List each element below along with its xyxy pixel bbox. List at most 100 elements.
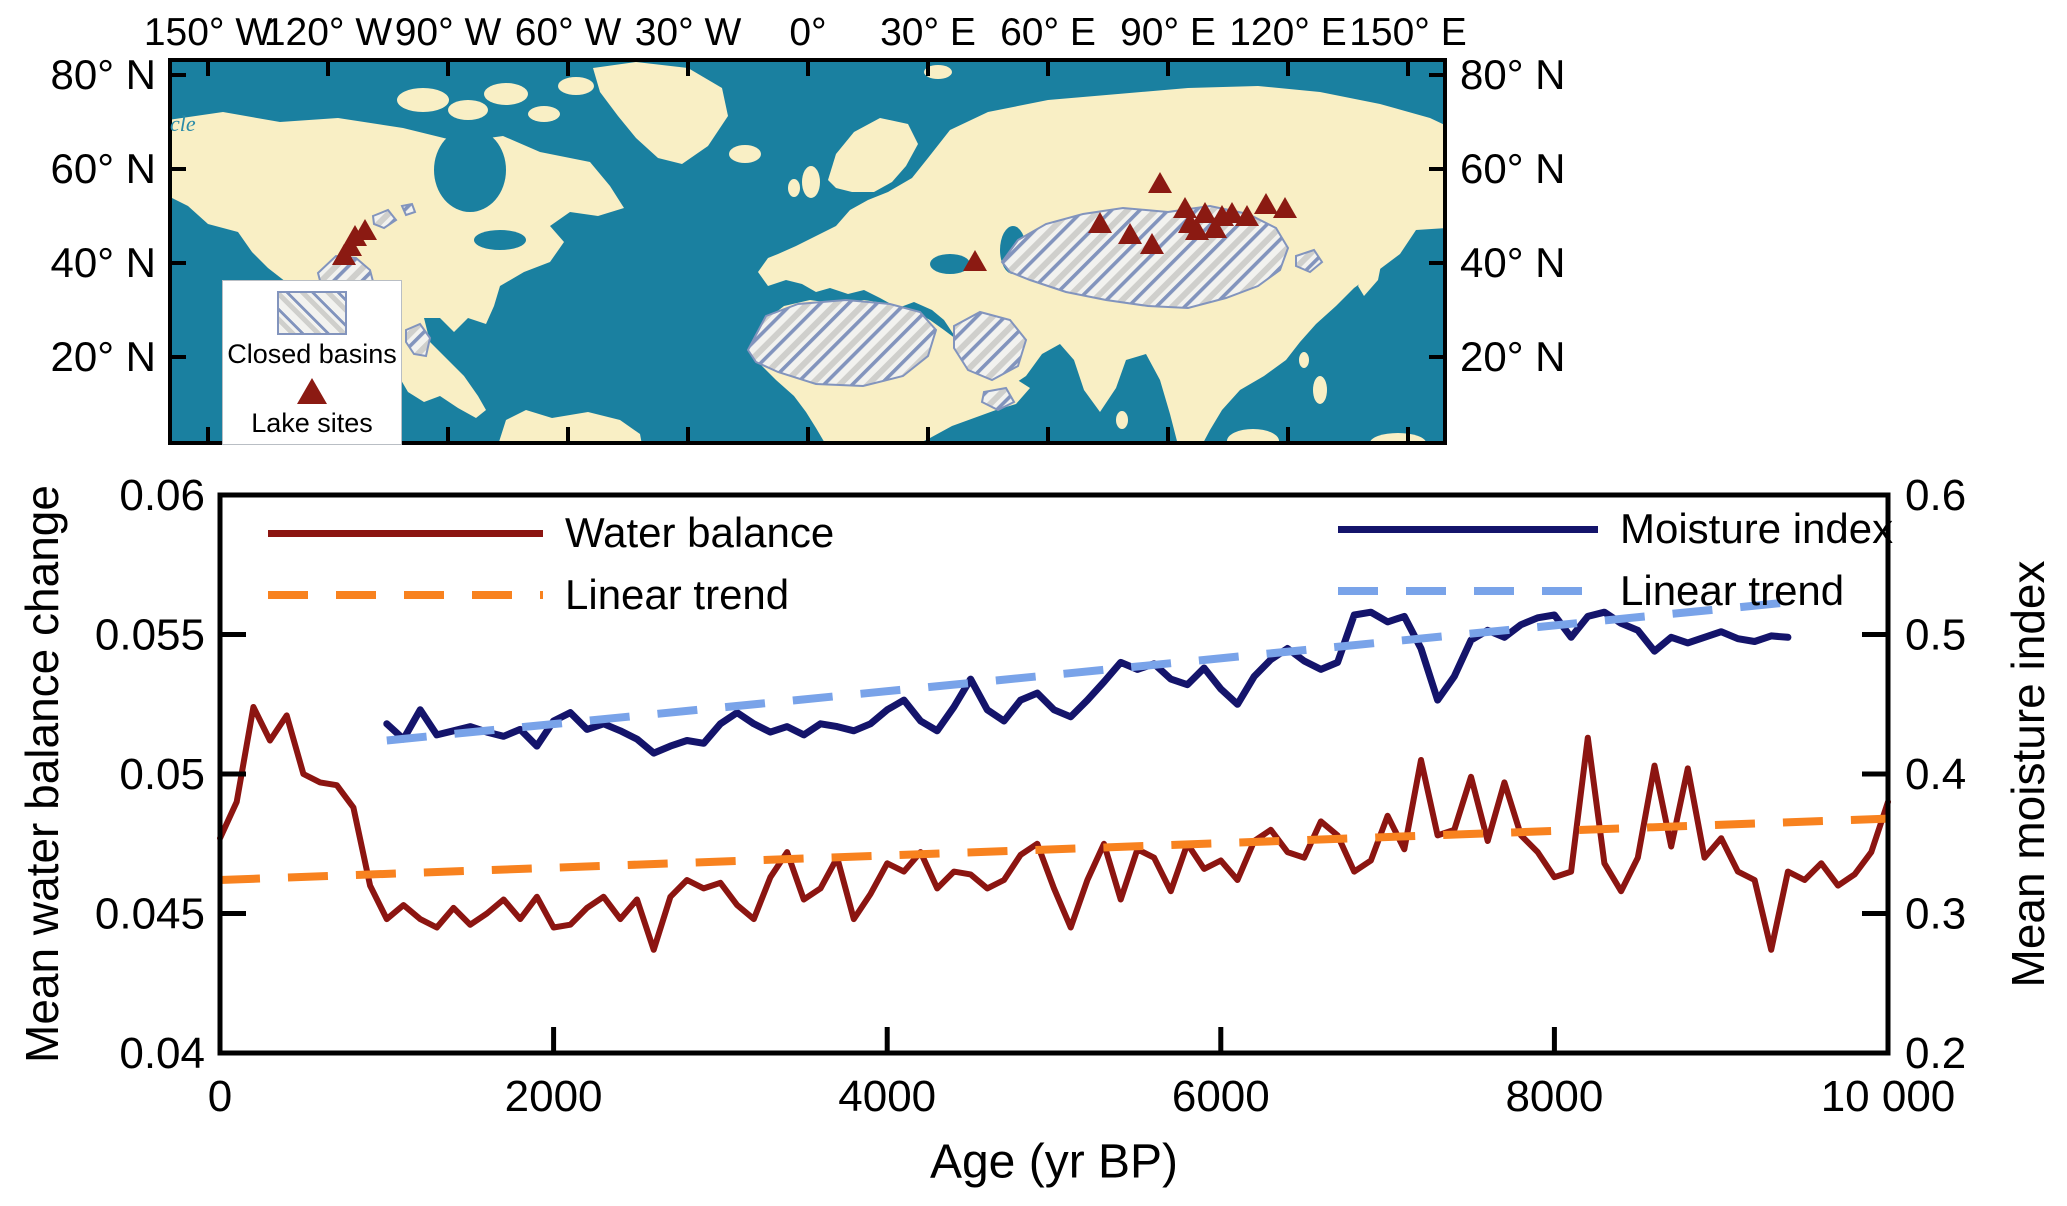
hudson-bay [434, 128, 506, 212]
ireland [788, 179, 800, 197]
svalbard [924, 65, 952, 79]
series-moisture-index-right [383, 608, 1792, 757]
closed-basins-swatch [277, 291, 347, 335]
japan-islands [1358, 246, 1382, 296]
lake-site-marker [1235, 205, 1259, 226]
lake-site-marker [1254, 193, 1278, 214]
closed-basin-regions [316, 202, 1324, 412]
lon-label: 120° E [1229, 11, 1347, 54]
black-sea [930, 254, 970, 274]
closed-basin-arabia [953, 310, 1028, 382]
lat-label-right: 40° N [1460, 239, 1566, 286]
closed-basin-sahara [746, 298, 938, 388]
sri-lanka [1116, 411, 1128, 429]
lake-site-marker [1273, 197, 1297, 218]
lat-label-right: 20° N [1460, 333, 1566, 380]
arctic-island [558, 77, 594, 95]
lake-site-marker [1185, 219, 1209, 240]
closed-basin-patch [371, 208, 398, 230]
scandinavia-landmass [828, 118, 918, 192]
legend-row-moisture-index: Moisture index [1338, 498, 1893, 560]
left-axis-title: Mean water balance change [16, 485, 68, 1063]
closed-basins-label: Closed basins [227, 339, 397, 369]
lat-label-left: 40° N [50, 239, 156, 286]
x-tick-label: 6000 [1172, 1072, 1270, 1121]
north-america-landmass [168, 112, 624, 418]
y-tick-label-left: 0.045 [95, 890, 205, 939]
lat-label-left: 60° N [50, 145, 156, 192]
greenland-landmass [593, 62, 728, 164]
x-tick-label: 8000 [1505, 1072, 1603, 1121]
lake-site-marker [1193, 202, 1217, 223]
lat-label-left: 20° N [50, 333, 156, 380]
lake-site-markers [332, 172, 1297, 271]
y-tick-label-right: 0.4 [1905, 750, 1966, 799]
lake-site-marker [1173, 197, 1197, 218]
arctic-island [484, 83, 528, 105]
y-tick-label-right: 0.2 [1905, 1029, 1966, 1078]
arctic-circle-label-fragment: cle [170, 111, 196, 136]
chart-legend-right: Moisture index Linear trend [1338, 498, 1893, 622]
water-balance-label: Water balance [565, 509, 835, 556]
legend-row-linear-trend-left: Linear trend [268, 564, 834, 626]
legend-row-linear-trend-right: Linear trend [1338, 560, 1893, 622]
legend-row-water-balance: Water balance [268, 502, 834, 564]
world-map-svg [168, 58, 1447, 453]
water-balance-line-swatch [268, 529, 543, 537]
y-tick-label-right: 0.3 [1905, 890, 1966, 939]
linear-trend-left-label: Linear trend [565, 571, 790, 618]
world-map: Closed basins Lake sites [168, 58, 1447, 453]
moisture-index-label: Moisture index [1620, 505, 1894, 552]
british-isles [802, 166, 820, 198]
philippines [1313, 376, 1327, 404]
arctic-island [448, 100, 488, 120]
lat-label-right: 80° N [1460, 51, 1566, 98]
right-axis-title: Mean moisture index [2002, 560, 2054, 988]
moisture-index-line-swatch [1338, 525, 1598, 533]
lake-site-marker [1220, 202, 1244, 223]
map-border [168, 58, 1447, 445]
lat-label-right: 60° N [1460, 145, 1566, 192]
y-tick-label-left: 0.055 [95, 611, 205, 660]
orange-trend-dash-swatch [268, 591, 543, 599]
x-tick-label: 0 [208, 1072, 232, 1121]
lon-label: 150° E [1349, 11, 1467, 54]
linear-trend-right-label: Linear trend [1620, 567, 1845, 614]
y-tick-label-left: 0.06 [119, 471, 205, 520]
x-tick-label: 2000 [505, 1072, 603, 1121]
lake-site-triangle-icon [297, 378, 327, 404]
closed-basin-east-asia [1295, 248, 1324, 274]
map-legend: Closed basins Lake sites [222, 280, 402, 445]
lon-label: 90° E [1120, 11, 1216, 54]
taiwan [1299, 352, 1309, 368]
closed-basin-patch [400, 202, 417, 217]
y-tick-label-left: 0.04 [119, 1029, 205, 1078]
series-linear-trend-right [386, 598, 1789, 745]
series-water-balance [217, 704, 1891, 953]
blue-trend-dash-swatch [1338, 587, 1598, 595]
lon-label: 120° W [263, 11, 393, 54]
lon-label: 90° W [394, 11, 502, 54]
lon-label: 30° W [634, 11, 742, 54]
lake-site-marker [1088, 212, 1112, 233]
y-tick-label-right: 0.5 [1905, 611, 1966, 660]
x-tick-label: 4000 [838, 1072, 936, 1121]
lake-site-marker [1148, 172, 1172, 193]
chart-legend-left: Water balance Linear trend [268, 502, 834, 626]
lon-label: 0° [789, 11, 827, 54]
lon-label: 60° E [1000, 11, 1096, 54]
arctic-island [397, 88, 449, 112]
lake-site-marker [963, 250, 987, 271]
y-tick-label-left: 0.05 [119, 750, 205, 799]
closed-basin-horn-of-africa [980, 386, 1016, 412]
closed-basin-mexico [405, 322, 432, 358]
lake-site-marker [353, 219, 377, 240]
lake-site-marker [1140, 233, 1164, 254]
y-tick-label-right: 0.6 [1905, 471, 1966, 520]
great-lakes [474, 230, 526, 250]
lon-label: 30° E [880, 11, 976, 54]
x-tick-label: 10 000 [1821, 1072, 1956, 1121]
lon-label: 60° W [514, 11, 622, 54]
